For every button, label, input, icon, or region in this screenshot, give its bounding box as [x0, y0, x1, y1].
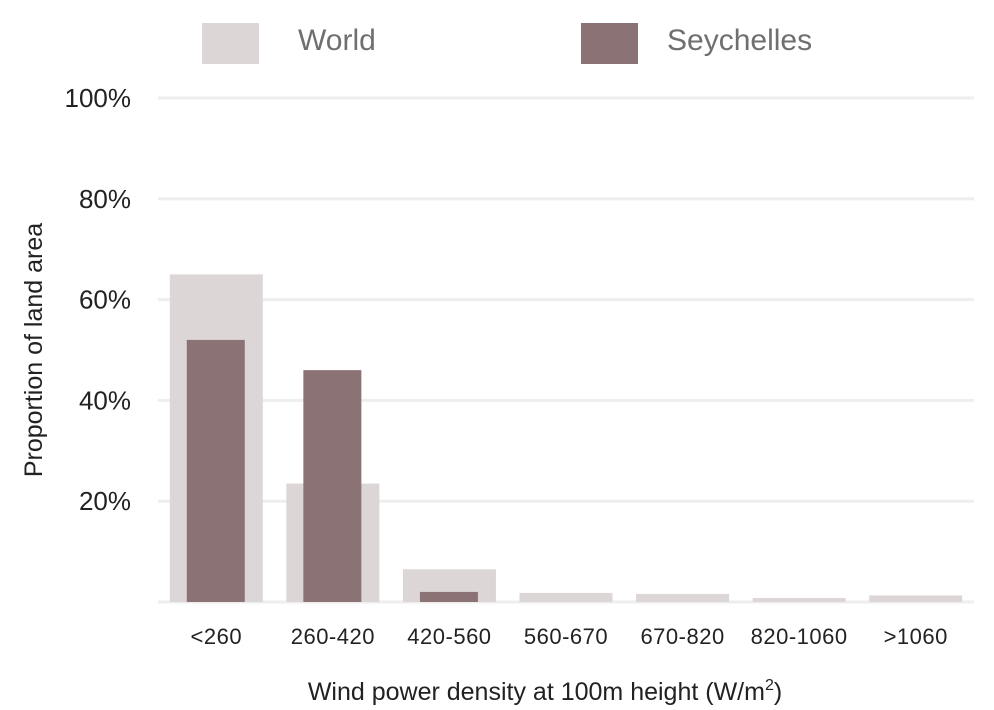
y-tick-label: 20%	[79, 486, 131, 516]
y-tick-label: 80%	[79, 184, 131, 214]
bar-seychelles	[186, 339, 245, 602]
x-tick-label: 260-420	[291, 624, 375, 649]
y-tick-label: 60%	[79, 285, 131, 315]
x-tick-label: 670-820	[640, 624, 724, 649]
legend-label: World	[298, 24, 376, 57]
x-tick-label: >1060	[884, 624, 948, 649]
y-axis-ticks: 20% 40% 60% 80% 100%	[65, 83, 132, 516]
legend: World Seychelles	[202, 23, 812, 64]
y-tick-label: 100%	[65, 83, 132, 113]
x-axis-title-sup: 2	[765, 677, 774, 694]
legend-swatch	[202, 23, 259, 64]
bars	[169, 274, 963, 602]
x-tick-label: <260	[191, 624, 243, 649]
legend-label: Seychelles	[667, 24, 812, 57]
x-axis-ticks: <260 260-420 420-560 560-670 670-820 820-1060…	[191, 624, 948, 649]
x-axis-title: Wind power density at 100m height (W/m2)	[308, 677, 782, 706]
x-tick-label: 560-670	[524, 624, 608, 649]
x-axis-title-main: Wind power density at 100m height (W/m	[308, 678, 765, 706]
bar-seychelles	[303, 370, 362, 602]
y-tick-label: 40%	[79, 385, 131, 415]
bar-seychelles	[419, 591, 478, 602]
bar-world	[636, 593, 730, 602]
x-tick-label: 820-1060	[751, 624, 848, 649]
x-axis-title-close: )	[774, 678, 782, 706]
bar-world	[869, 595, 963, 602]
x-tick-label: 420-560	[407, 624, 491, 649]
grid-lines	[158, 96, 974, 604]
legend-swatch	[581, 23, 638, 64]
bar-world	[752, 597, 846, 602]
bar-world	[519, 592, 613, 602]
y-axis-title: Proportion of land area	[20, 223, 48, 477]
